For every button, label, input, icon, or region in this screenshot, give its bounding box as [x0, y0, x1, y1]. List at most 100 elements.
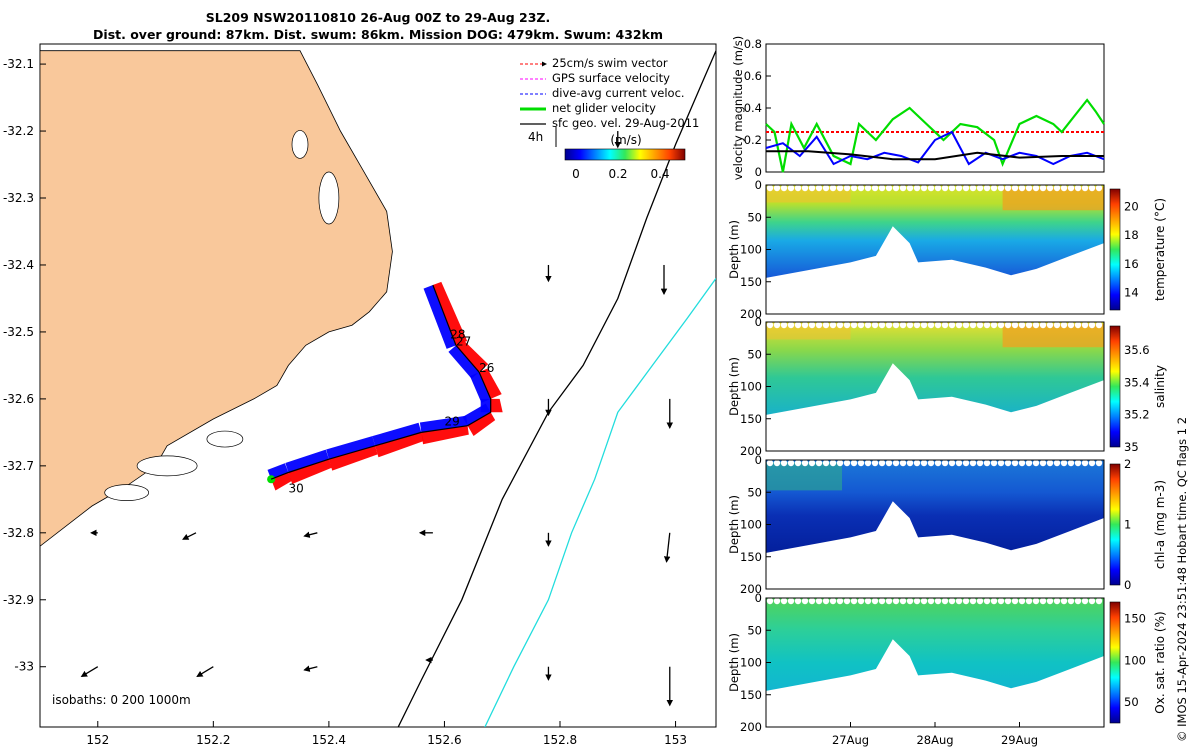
velocity-ylabel: velocity magnitude (m/s)	[731, 36, 745, 181]
salinity-top-scallop-27	[955, 321, 963, 329]
oxygen-top-scallop-34	[1004, 597, 1012, 605]
chl-a-top-scallop-9	[829, 459, 837, 467]
oxygen-top-scallop-45	[1081, 597, 1089, 605]
oxygen-top-scallop-19	[899, 597, 907, 605]
swath-blue-2	[469, 372, 491, 403]
oxygen-top-scallop-22	[920, 597, 928, 605]
salinity-top-scallop-34	[1004, 321, 1012, 329]
chl-a-ytick-label-3: 150	[740, 550, 762, 564]
velocity-y-axis: 0 0.2 0.4 0.6 0.8	[744, 37, 771, 179]
temperature-top-scallop-43	[1067, 184, 1075, 192]
salinity-ytick-label-4: 200	[740, 444, 762, 458]
chl-a-top-scallop-43	[1067, 459, 1075, 467]
oxygen-top-scallop-2	[780, 597, 788, 605]
salinity-top-scallop-20	[906, 321, 914, 329]
salinity-top-scallop-25	[941, 321, 949, 329]
salinity-top-scallop-8	[822, 321, 830, 329]
oxygen-top-scallop-6	[808, 597, 816, 605]
temperature-top-scallop-32	[990, 184, 998, 192]
oxygen-top-scallop-7	[815, 597, 823, 605]
velocity-series	[765, 98, 1105, 173]
oxygen-top-scallop-13	[857, 597, 865, 605]
salinity-top-scallop-35	[1011, 321, 1019, 329]
map-ytick-label-7: -32.8	[3, 526, 34, 540]
salinity-top-scallop-13	[857, 321, 865, 329]
figure-title-line1: SL209 NSW20110810 26-Aug 00Z to 29-Aug 2…	[206, 10, 550, 25]
map-xtick-label-4: 152.8	[543, 733, 577, 747]
salinity-top-scallop-12	[850, 321, 858, 329]
swath-red-1	[456, 339, 489, 373]
chl-a-ytick-label-0: 0	[755, 453, 762, 467]
isobath-1000m-line	[484, 278, 716, 727]
salinity-surface-band	[766, 324, 851, 340]
chl-a-top-scallop-32	[990, 459, 998, 467]
temperature-colorbar-tick-1: 16	[1124, 257, 1139, 271]
chl-a-top-scallop-23	[927, 459, 935, 467]
estuary-1	[206, 430, 244, 448]
map-xtick-label-0: 152	[86, 733, 109, 747]
salinity-colorbar	[1109, 325, 1121, 448]
chl-a-top-scallop-45	[1081, 459, 1089, 467]
temperature-top-scallop-10	[836, 184, 844, 192]
swath-red-6	[375, 432, 424, 458]
oxygen-top-scallop-40	[1046, 597, 1054, 605]
imos-credit: © IMOS 15-Apr-2024 23:51:48 Hobart time.…	[1175, 417, 1189, 742]
temperature-warm-band	[1002, 187, 1104, 211]
legend-sfc-label: sfc geo. vel. 29-Aug-2011	[552, 116, 699, 130]
temperature-top-scallop-40	[1046, 184, 1054, 192]
temperature-top-scallop-5	[801, 184, 809, 192]
oxygen-top-scallop-30	[976, 597, 984, 605]
temperature-top-scallop-38	[1032, 184, 1040, 192]
oxygen-colorbar-label: Ox. sat. ratio (%)	[1153, 611, 1167, 713]
chl-a-ytick-label-1: 50	[747, 485, 762, 499]
salinity-top-scallop-31	[983, 321, 991, 329]
oxygen-colorbar	[1109, 601, 1121, 724]
oxygen-top-scallop-17	[885, 597, 893, 605]
map-y-axis: -32.1 -32.2 -32.3 -32.4 -32.5 -32.6 -32.7 -32.8…	[3, 57, 46, 674]
temperature-top-scallop-23	[927, 184, 935, 192]
salinity-top-scallop-4	[794, 321, 802, 329]
temperature-ytick-label-2: 100	[740, 243, 762, 257]
velocity-series-surface	[766, 150, 1104, 161]
oxygen-top-scallop-15	[871, 597, 879, 605]
temperature-top-scallop-0	[766, 184, 774, 192]
salinity-top-scallop-30	[976, 321, 984, 329]
salinity-top-scallop-0	[766, 321, 774, 329]
temperature-top-scallop-44	[1074, 184, 1082, 192]
temperature-top-scallop-15	[871, 184, 879, 192]
track-label-26: 26	[479, 361, 494, 375]
salinity-top-scallop-47	[1095, 321, 1103, 329]
temperature-top-scallop-47	[1095, 184, 1103, 192]
salinity-top-scallop-15	[871, 321, 879, 329]
salinity-top-scallop-39	[1039, 321, 1047, 329]
salinity-ylabel: Depth (m)	[727, 357, 741, 416]
salinity-colorbar-tick-1: 35.2	[1124, 408, 1150, 422]
glider-track-swath	[267, 281, 503, 491]
track-label-27: 27	[456, 334, 471, 348]
velocity-series-net	[765, 98, 1105, 173]
chl-a-top-scallop-37	[1025, 459, 1033, 467]
oxygen-ytick-label-2: 100	[740, 656, 762, 670]
temperature-top-scallop-34	[1004, 184, 1012, 192]
salinity-top-scallop-22	[920, 321, 928, 329]
oxygen-top-scallop-18	[892, 597, 900, 605]
chl-a-top-scallop-26	[948, 459, 956, 467]
figure-title-line2: Dist. over ground: 87km. Dist. swum: 86k…	[93, 27, 663, 42]
salinity-top-scallop-19	[899, 321, 907, 329]
oxygen-xtick-label-0: 27Aug	[832, 733, 869, 747]
temperature-top-scallop-2	[780, 184, 788, 192]
swath-blue-5	[419, 415, 468, 433]
oxygen-top-scallop-16	[878, 597, 886, 605]
oxygen-top-scallop-26	[948, 597, 956, 605]
salinity-top-scallop-16	[878, 321, 886, 329]
swath-blue-4	[462, 403, 491, 426]
oxygen-top-scallop-43	[1067, 597, 1075, 605]
surface-vector-1	[196, 666, 214, 678]
velocity-series-current	[765, 130, 1105, 166]
temperature-top-scallop-45	[1081, 184, 1089, 192]
map-ytick-label-2: -32.3	[3, 191, 34, 205]
salinity-ytick-label-0: 0	[755, 315, 762, 329]
temperature-top-scallop-11	[843, 184, 851, 192]
track-label-30: 30	[288, 482, 303, 496]
